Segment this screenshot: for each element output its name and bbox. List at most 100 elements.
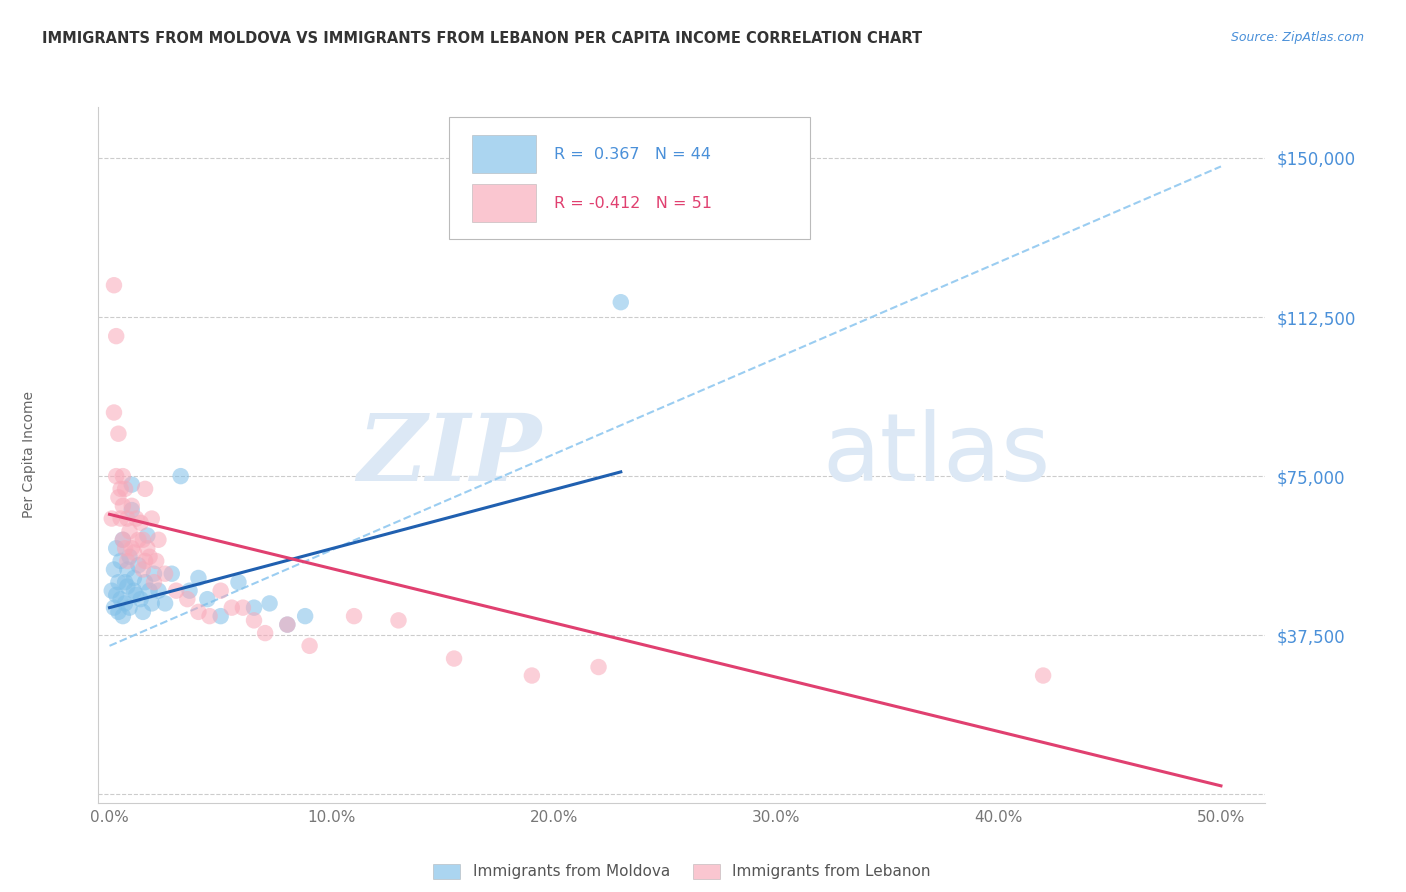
Point <box>134 554 156 568</box>
Point <box>100 511 122 525</box>
Point <box>110 482 132 496</box>
Point <box>107 575 129 590</box>
Point <box>129 592 152 607</box>
Point <box>127 533 149 547</box>
Point <box>254 626 277 640</box>
Point <box>110 592 132 607</box>
Point <box>117 562 139 576</box>
Point <box>176 592 198 607</box>
Point <box>228 575 250 590</box>
Point <box>107 605 129 619</box>
FancyBboxPatch shape <box>449 118 810 239</box>
Point <box>121 477 143 491</box>
Point <box>103 600 125 615</box>
Point <box>294 609 316 624</box>
Point <box>103 405 125 419</box>
Legend: Immigrants from Moldova, Immigrants from Lebanon: Immigrants from Moldova, Immigrants from… <box>427 857 936 886</box>
Point <box>443 651 465 665</box>
Point <box>121 541 143 556</box>
Bar <box>472 184 536 222</box>
Point <box>100 583 122 598</box>
Point <box>129 516 152 530</box>
Point <box>114 482 136 496</box>
Point <box>107 491 129 505</box>
Text: IMMIGRANTS FROM MOLDOVA VS IMMIGRANTS FROM LEBANON PER CAPITA INCOME CORRELATION: IMMIGRANTS FROM MOLDOVA VS IMMIGRANTS FR… <box>42 31 922 46</box>
Point <box>110 511 132 525</box>
Point <box>118 524 141 539</box>
Point <box>122 545 145 559</box>
Point <box>343 609 366 624</box>
Point <box>114 541 136 556</box>
Point <box>110 554 132 568</box>
Point <box>520 668 543 682</box>
Point <box>121 499 143 513</box>
Point <box>209 609 232 624</box>
Point <box>117 554 139 568</box>
Point <box>141 596 163 610</box>
Text: ZIP: ZIP <box>357 410 541 500</box>
Point <box>105 469 128 483</box>
Point <box>187 571 209 585</box>
Point <box>221 600 243 615</box>
Point <box>122 583 145 598</box>
Point <box>138 549 160 564</box>
Point <box>134 482 156 496</box>
Point <box>209 583 232 598</box>
Point <box>387 613 409 627</box>
Point <box>153 596 176 610</box>
Point <box>195 592 218 607</box>
Point <box>588 660 610 674</box>
Point <box>117 511 139 525</box>
Point <box>259 596 281 610</box>
Point <box>114 596 136 610</box>
Point <box>232 600 254 615</box>
Point <box>160 566 183 581</box>
Y-axis label: Per Capita Income: Per Capita Income <box>22 392 37 518</box>
Point <box>198 609 221 624</box>
Point <box>298 639 321 653</box>
Point <box>103 562 125 576</box>
Point <box>141 511 163 525</box>
Point <box>276 617 298 632</box>
Point <box>121 503 143 517</box>
Point <box>179 583 201 598</box>
Point <box>105 588 128 602</box>
Text: Source: ZipAtlas.com: Source: ZipAtlas.com <box>1230 31 1364 45</box>
Point <box>148 533 170 547</box>
Point <box>125 511 148 525</box>
Point <box>114 575 136 590</box>
Point <box>136 528 159 542</box>
Point <box>132 562 155 576</box>
Point <box>243 613 266 627</box>
Point <box>118 549 141 564</box>
Point <box>1032 668 1054 682</box>
Point <box>148 583 170 598</box>
Text: atlas: atlas <box>823 409 1050 501</box>
Point <box>165 583 187 598</box>
Bar <box>472 135 536 173</box>
Point <box>105 329 128 343</box>
Point <box>169 469 191 483</box>
Point <box>610 295 633 310</box>
Point <box>136 541 159 556</box>
Point <box>103 278 125 293</box>
Point <box>243 600 266 615</box>
Point <box>111 469 134 483</box>
Point <box>122 571 145 585</box>
Point <box>138 583 160 598</box>
Point <box>127 558 149 573</box>
Point <box>125 588 148 602</box>
Point <box>145 554 167 568</box>
Point <box>143 566 166 581</box>
Point <box>111 609 134 624</box>
Point <box>107 426 129 441</box>
Point <box>187 605 209 619</box>
Point <box>111 533 134 547</box>
Point <box>105 541 128 556</box>
Point <box>153 566 176 581</box>
Point <box>132 605 155 619</box>
Text: R =  0.367   N = 44: R = 0.367 N = 44 <box>554 147 710 161</box>
Point <box>134 575 156 590</box>
Point <box>111 499 134 513</box>
Point <box>132 533 155 547</box>
